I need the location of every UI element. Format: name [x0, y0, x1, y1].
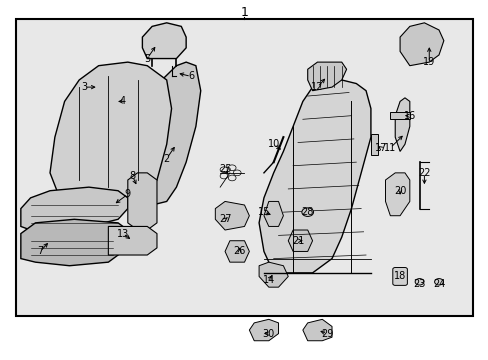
Text: 21: 21: [291, 236, 304, 246]
Text: 15: 15: [257, 207, 269, 217]
Text: 17: 17: [374, 143, 386, 153]
Text: 5: 5: [144, 54, 150, 64]
Text: 9: 9: [124, 189, 131, 199]
Polygon shape: [259, 262, 287, 287]
Polygon shape: [132, 62, 201, 205]
Text: 23: 23: [412, 279, 425, 289]
Text: 26: 26: [233, 247, 245, 256]
Polygon shape: [307, 62, 346, 91]
Polygon shape: [249, 319, 278, 341]
Polygon shape: [21, 219, 127, 266]
Polygon shape: [259, 80, 370, 273]
Text: 10: 10: [267, 139, 279, 149]
Text: 20: 20: [393, 186, 406, 196]
Polygon shape: [287, 230, 312, 251]
Text: 1: 1: [240, 6, 248, 19]
Text: 13: 13: [117, 229, 129, 239]
Text: 27: 27: [218, 214, 231, 224]
Polygon shape: [142, 23, 186, 59]
Polygon shape: [394, 98, 409, 152]
Polygon shape: [50, 62, 171, 208]
Polygon shape: [215, 202, 249, 230]
Circle shape: [414, 279, 423, 285]
Text: 4: 4: [120, 96, 126, 107]
Text: 19: 19: [422, 57, 434, 67]
Circle shape: [434, 279, 443, 285]
Text: 29: 29: [320, 329, 333, 339]
Text: 14: 14: [262, 275, 274, 285]
FancyBboxPatch shape: [16, 19, 472, 316]
Polygon shape: [385, 173, 409, 216]
FancyBboxPatch shape: [392, 267, 407, 285]
Text: 16: 16: [403, 111, 415, 121]
Polygon shape: [264, 202, 283, 226]
FancyBboxPatch shape: [370, 134, 377, 155]
Text: 8: 8: [129, 171, 136, 181]
Text: 7: 7: [37, 247, 43, 256]
Text: 12: 12: [310, 82, 323, 92]
Text: 11: 11: [384, 143, 396, 153]
FancyBboxPatch shape: [389, 112, 409, 119]
Text: 28: 28: [301, 207, 313, 217]
Circle shape: [301, 208, 313, 216]
Text: 25: 25: [218, 164, 231, 174]
Text: 18: 18: [393, 271, 406, 282]
Text: 22: 22: [417, 168, 430, 178]
Polygon shape: [302, 319, 331, 341]
Polygon shape: [399, 23, 443, 66]
Polygon shape: [108, 226, 157, 255]
Text: 24: 24: [432, 279, 444, 289]
Text: 6: 6: [187, 71, 194, 81]
Polygon shape: [224, 241, 249, 262]
Text: 30: 30: [262, 329, 274, 339]
Text: 2: 2: [163, 154, 169, 163]
Text: 3: 3: [81, 82, 87, 92]
Polygon shape: [127, 173, 157, 230]
Polygon shape: [21, 187, 127, 230]
